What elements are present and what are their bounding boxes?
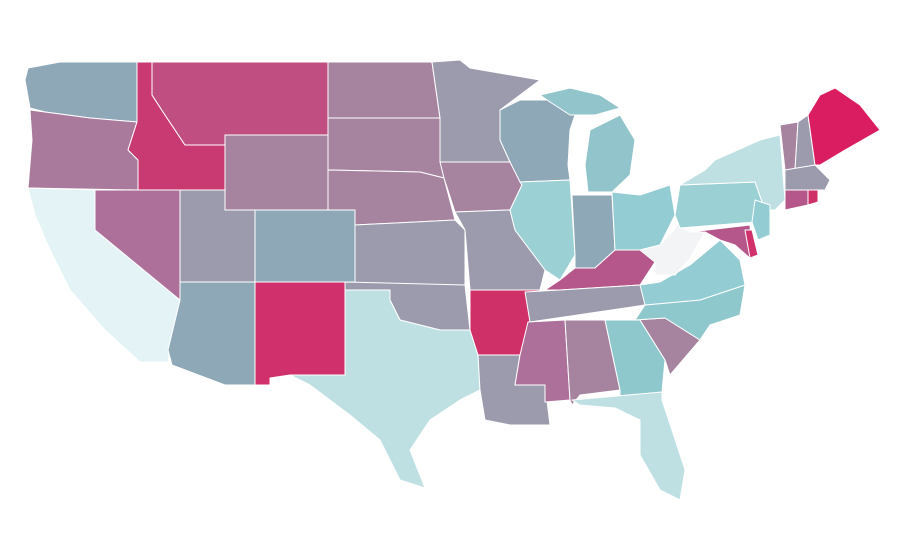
state-region — [254, 281, 346, 386]
state-region — [327, 117, 445, 179]
state-region — [224, 134, 329, 211]
state-region — [289, 289, 481, 489]
state-region — [689, 224, 753, 261]
state-region — [539, 87, 621, 116]
state-region — [254, 209, 356, 283]
state-region — [439, 161, 523, 213]
state-region — [639, 224, 706, 276]
state-region — [679, 134, 786, 211]
state-region — [27, 109, 139, 191]
state-region — [674, 181, 766, 229]
state-region — [571, 391, 686, 501]
state-region — [167, 281, 256, 386]
state-region — [807, 189, 819, 206]
state-region — [784, 189, 809, 211]
state-region — [639, 239, 746, 306]
state-region — [784, 164, 831, 191]
state-region — [327, 61, 441, 119]
state-region — [509, 179, 576, 281]
state-region — [584, 114, 636, 193]
state-region — [751, 199, 771, 241]
state-region — [499, 99, 576, 183]
state-region — [807, 87, 881, 166]
state-region — [151, 61, 329, 146]
state-region — [354, 219, 466, 286]
state-region — [744, 229, 759, 259]
